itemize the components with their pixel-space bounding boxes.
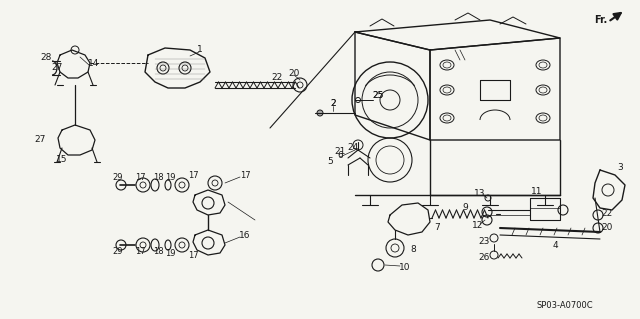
Text: 14: 14 xyxy=(88,58,100,68)
Text: 6: 6 xyxy=(337,151,343,160)
Text: 13: 13 xyxy=(474,189,486,197)
Text: 8: 8 xyxy=(410,246,416,255)
Text: 17: 17 xyxy=(134,174,145,182)
Text: 22: 22 xyxy=(271,73,283,83)
Text: 5: 5 xyxy=(327,158,333,167)
Text: 15: 15 xyxy=(56,155,68,165)
Text: 20: 20 xyxy=(288,69,300,78)
Text: 18: 18 xyxy=(153,248,163,256)
Text: 2: 2 xyxy=(330,99,336,108)
Circle shape xyxy=(317,110,323,116)
Text: 1: 1 xyxy=(197,46,203,55)
Text: 27: 27 xyxy=(35,136,45,145)
Text: 25: 25 xyxy=(372,92,384,100)
Text: 10: 10 xyxy=(399,263,411,271)
Text: 24: 24 xyxy=(348,143,358,152)
Text: 12: 12 xyxy=(472,220,484,229)
Text: SP03-A0700C: SP03-A0700C xyxy=(537,301,593,310)
Text: 3: 3 xyxy=(617,164,623,173)
Text: 9: 9 xyxy=(462,204,468,212)
Text: 20: 20 xyxy=(602,224,612,233)
Text: Fr.: Fr. xyxy=(595,15,607,25)
Text: 22: 22 xyxy=(602,209,612,218)
Text: 18: 18 xyxy=(153,174,163,182)
Text: 7: 7 xyxy=(434,224,440,233)
Text: 17: 17 xyxy=(240,170,250,180)
Text: 11: 11 xyxy=(531,188,543,197)
Text: 29: 29 xyxy=(113,174,124,182)
Text: 21: 21 xyxy=(334,147,346,157)
Text: 2: 2 xyxy=(330,99,336,108)
Text: 29: 29 xyxy=(113,248,124,256)
Text: 25: 25 xyxy=(372,92,384,100)
Text: 17: 17 xyxy=(188,251,198,261)
Text: 19: 19 xyxy=(164,249,175,257)
Text: 28: 28 xyxy=(40,54,52,63)
Text: 16: 16 xyxy=(239,231,251,240)
Text: 23: 23 xyxy=(478,238,490,247)
Text: 27: 27 xyxy=(51,63,63,71)
Text: 26: 26 xyxy=(478,254,490,263)
Text: 19: 19 xyxy=(164,173,175,182)
Text: 4: 4 xyxy=(552,241,558,249)
Text: 17: 17 xyxy=(134,248,145,256)
Text: 17: 17 xyxy=(188,170,198,180)
